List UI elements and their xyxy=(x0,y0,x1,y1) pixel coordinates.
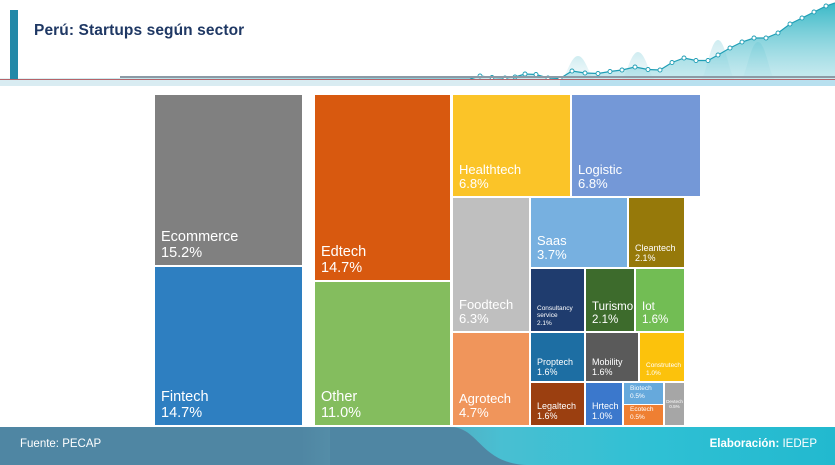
tile-value: 1.6% xyxy=(537,410,558,421)
tile-value: 0.5% xyxy=(669,404,680,409)
treemap-tile-logistic[interactable]: Logistic 6.8% xyxy=(572,95,700,196)
tile-value: 1.6% xyxy=(537,366,558,377)
header-rule-pale xyxy=(0,80,835,86)
tile-label: Cleantech xyxy=(635,242,676,253)
footer-elaboration-value: IEDEP xyxy=(779,438,817,450)
tile-value: 1.6% xyxy=(642,314,669,327)
header-rules xyxy=(0,74,835,86)
treemap-tile-construtech[interactable]: Construtech 1.0% xyxy=(640,333,684,381)
treemap-tile-cleantech[interactable]: Cleantech 2.1% xyxy=(629,198,684,267)
tile-label: Saas xyxy=(537,232,567,248)
treemap-tile-foodtech[interactable]: Foodtech 6.3% xyxy=(453,198,529,331)
tile-label: Consultancy service xyxy=(537,305,573,320)
treemap-tile-consultancy-service[interactable]: Consultancy service 2.1% xyxy=(531,269,584,331)
treemap-tile-legaltech[interactable]: Legaltech 1.6% xyxy=(531,383,584,425)
header-accent-bar xyxy=(10,10,18,82)
header-rule-red xyxy=(0,78,835,80)
treemap-tile-fintech[interactable]: Fintech 14.7% xyxy=(155,267,302,425)
tile-value: 14.7% xyxy=(321,259,363,276)
tile-value: 4.7% xyxy=(459,405,489,421)
tile-label: Ecommerce xyxy=(161,228,239,245)
tile-label: Biotech xyxy=(630,385,652,393)
tile-label: Hrtech xyxy=(592,400,619,411)
treemap-tile-iot[interactable]: Iot 1.6% xyxy=(636,269,684,331)
tile-label: Fintech xyxy=(161,388,209,405)
tile-value: 1.6% xyxy=(592,366,613,377)
tile-value: 6.3% xyxy=(459,311,489,327)
tile-value: 2.1% xyxy=(635,252,656,263)
tile-label: Proptech xyxy=(537,356,574,367)
treemap-chart: Ecommerce 15.2% Fintech 14.7% Edtech 14.… xyxy=(155,95,700,425)
treemap-tile-turismo[interactable]: Turismo 2.1% xyxy=(586,269,634,331)
treemap-tile-biotech[interactable]: Biotech 0.5% xyxy=(624,383,663,404)
treemap-tile-ecommerce[interactable]: Ecommerce 15.2% xyxy=(155,95,302,265)
treemap-tile-edtech[interactable]: Edtech 14.7% xyxy=(315,95,450,280)
tile-value: 14.7% xyxy=(161,404,203,421)
treemap-tile-proptech[interactable]: Proptech 1.6% xyxy=(531,333,584,381)
footer-source: Fuente: PECAP xyxy=(20,438,102,450)
footer-elaboration: Elaboración: IEDEP xyxy=(710,438,817,450)
header-rule-pale-right xyxy=(560,80,835,86)
page-title: Perú: Startups según sector xyxy=(34,22,245,39)
slide-footer: Fuente: PECAP Elaboración: IEDEP xyxy=(0,427,835,465)
treemap-tile-hrtech[interactable]: Hrtech 1.0% xyxy=(586,383,622,425)
tile-value: 0.5% xyxy=(630,392,645,400)
treemap-tile-saas[interactable]: Saas 3.7% xyxy=(531,198,627,267)
tile-label: Devtech xyxy=(666,398,683,404)
tile-label: Ecotech xyxy=(630,406,654,414)
tile-value: 2.1% xyxy=(537,319,552,327)
slide-header: Perú: Startups según sector xyxy=(0,0,835,86)
treemap-tile-other[interactable]: Other 11.0% xyxy=(315,282,450,425)
tile-value: 1.0% xyxy=(592,410,613,421)
tile-label: Turismo xyxy=(592,301,634,314)
tile-value: 11.0% xyxy=(321,404,362,421)
footer-wave-shape xyxy=(330,427,530,465)
tile-label: Foodtech xyxy=(459,296,514,312)
tile-label: Iot xyxy=(642,301,655,314)
footer-elaboration-label: Elaboración: xyxy=(709,438,780,450)
treemap-tile-devtech[interactable]: Devtech 0.5% xyxy=(665,383,684,425)
treemap-tile-mobility[interactable]: Mobility 1.6% xyxy=(586,333,638,381)
tile-label: Edtech xyxy=(321,243,367,260)
header-rule-grey xyxy=(120,76,835,78)
tile-value: 0.5% xyxy=(630,413,645,421)
tile-label: Other xyxy=(321,388,358,405)
tile-value: 6.8% xyxy=(459,176,489,192)
tile-value: 3.7% xyxy=(537,247,567,263)
tile-label: Logistic xyxy=(578,161,623,177)
tile-value: 2.1% xyxy=(592,314,619,327)
tile-label: Legaltech xyxy=(537,400,577,411)
tile-value: 1.0% xyxy=(646,369,661,377)
treemap-tile-healthtech[interactable]: Healthtech 6.8% xyxy=(453,95,570,196)
treemap-tile-agrotech[interactable]: Agrotech 4.7% xyxy=(453,333,529,425)
tile-label: Healthtech xyxy=(459,161,522,177)
tile-value: 6.8% xyxy=(578,176,608,192)
tile-label: Mobility xyxy=(592,356,623,367)
tile-label: Construtech xyxy=(646,362,682,370)
treemap-tile-ecotech[interactable]: Ecotech 0.5% xyxy=(624,405,663,425)
tile-label: Agrotech xyxy=(459,390,512,406)
tile-value: 15.2% xyxy=(161,244,203,261)
